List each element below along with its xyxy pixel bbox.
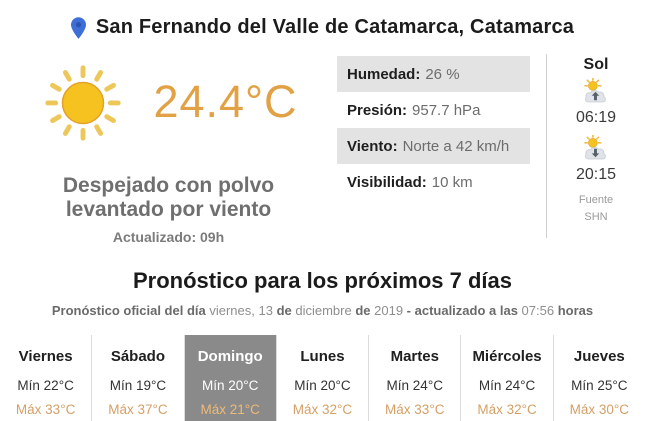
forecast-day-jueves[interactable]: Jueves Mín 25°C Máx 30°C xyxy=(552,335,645,421)
day-name: Miércoles xyxy=(472,348,542,365)
sun-icon xyxy=(39,58,127,146)
forecast-day-lunes[interactable]: Lunes Mín 20°C Máx 32°C xyxy=(275,335,368,421)
stat-label: Presión: xyxy=(347,101,408,119)
stat-row-visibility: Visibilidad: 10 km xyxy=(337,164,530,200)
forecast-day-miercoles[interactable]: Miércoles Mín 24°C Máx 32°C xyxy=(460,335,552,421)
day-min-temp: Mín 22°C xyxy=(17,378,74,393)
day-max-temp: Máx 32°C xyxy=(292,402,353,417)
location-header: San Fernando del Valle de Catamarca, Cat… xyxy=(0,0,645,42)
day-max-temp: Máx 37°C xyxy=(108,402,168,417)
day-name: Lunes xyxy=(300,348,345,365)
day-name: Viernes xyxy=(18,348,73,365)
location-pin-icon xyxy=(70,16,86,39)
current-temperature: 24.4°C xyxy=(153,76,298,127)
day-min-temp: Mín 20°C xyxy=(201,378,259,393)
stats-sol-divider xyxy=(546,54,547,238)
sun-panel-title: Sol xyxy=(583,56,609,73)
source-name: SHN xyxy=(584,211,608,224)
sunrise-icon xyxy=(581,78,611,103)
forecast-day-sabado[interactable]: Sábado Mín 19°C Máx 37°C xyxy=(91,335,183,421)
stat-row-humidity: Humedad: 26 % xyxy=(337,56,530,92)
current-summary: 24.4°C Despejado con polvo levantado por… xyxy=(0,54,337,250)
day-name: Sábado xyxy=(110,348,166,365)
day-min-temp: Mín 25°C xyxy=(571,378,628,393)
day-min-temp: Mín 19°C xyxy=(109,378,167,393)
stat-label: Viento: xyxy=(347,137,398,155)
day-min-temp: Mín 24°C xyxy=(386,378,443,393)
stat-value: 10 km xyxy=(431,173,473,191)
day-max-temp: Máx 21°C xyxy=(200,402,260,417)
source-label: Fuente SHN xyxy=(547,192,645,226)
day-name: Jueves xyxy=(573,348,625,365)
sunset-icon xyxy=(581,135,611,160)
forecast-table: Viernes Mín 22°C Máx 33°C Sábado Mín 19°… xyxy=(0,335,645,421)
location-title: San Fernando del Valle de Catamarca, Cat… xyxy=(95,16,575,38)
stat-label: Visibilidad: xyxy=(347,173,427,191)
day-min-temp: Mín 24°C xyxy=(478,378,536,393)
last-updated: Actualizado: 09h xyxy=(112,229,225,246)
forecast-subtitle: Pronóstico oficial del día viernes, 13 d… xyxy=(51,303,594,318)
stat-row-wind: Viento: Norte a 42 km/h xyxy=(337,128,530,164)
forecast-title: Pronóstico para los próximos 7 días xyxy=(133,268,512,293)
forecast-day-viernes[interactable]: Viernes Mín 22°C Máx 33°C xyxy=(0,335,91,421)
stat-label: Humedad: xyxy=(347,65,421,83)
day-max-temp: Máx 30°C xyxy=(569,402,630,417)
weather-condition: Despejado con polvo levantado por viento xyxy=(62,174,275,222)
forecast-day-domingo[interactable]: Domingo Mín 20°C Máx 21°C xyxy=(183,335,276,421)
sunrise-time: 06:19 xyxy=(575,109,617,126)
day-max-temp: Máx 33°C xyxy=(385,402,445,417)
weather-stats: Humedad: 26 % Presión: 957.7 hPa Viento:… xyxy=(337,56,530,250)
sunset-time: 20:15 xyxy=(575,166,617,183)
current-conditions: 24.4°C Despejado con polvo levantado por… xyxy=(0,54,645,250)
stat-row-pressure: Presión: 957.7 hPa xyxy=(337,92,530,128)
stat-value: Norte a 42 km/h xyxy=(402,137,510,155)
day-name: Domingo xyxy=(197,348,263,365)
day-max-temp: Máx 33°C xyxy=(15,402,76,417)
day-max-temp: Máx 32°C xyxy=(477,402,537,417)
day-name: Martes xyxy=(390,348,439,365)
stat-value: 957.7 hPa xyxy=(412,101,481,119)
forecast-day-martes[interactable]: Martes Mín 24°C Máx 33°C xyxy=(368,335,460,421)
sun-panel: Sol 06:19 xyxy=(547,54,645,250)
stat-value: 26 % xyxy=(425,65,460,83)
day-min-temp: Mín 20°C xyxy=(294,378,351,393)
source-word: Fuente xyxy=(578,194,614,206)
